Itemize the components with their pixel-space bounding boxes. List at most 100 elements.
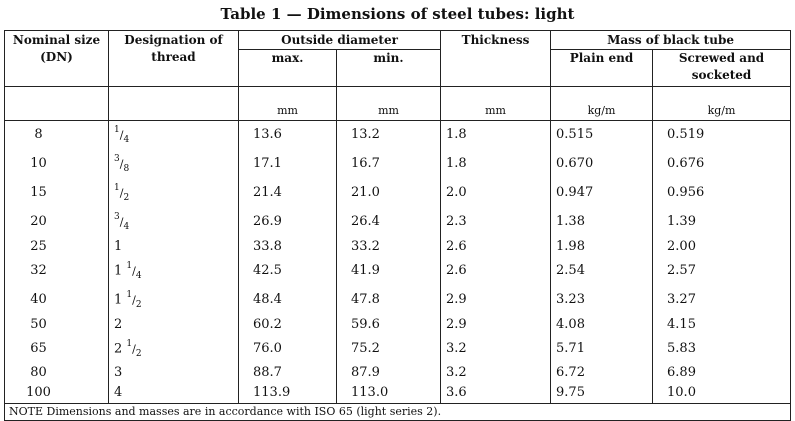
cell-screwed: 0.956 [652, 178, 792, 208]
cell-thickness: 2.6 [440, 236, 552, 257]
table-row: 100 4 113.9 113.0 3.6 9.75 10.0 [4, 383, 792, 404]
thread-denominator: 2 [135, 299, 142, 310]
thread-denominator: 4 [123, 134, 130, 145]
thread-fraction: 1/4 [114, 125, 130, 145]
cell-od-max: 42.5 [238, 256, 337, 286]
table-row: 80 3 88.7 87.9 3.2 6.72 6.89 [4, 363, 792, 384]
header-designation: Designation of thread [108, 30, 239, 87]
cell-od-min: 47.8 [335, 285, 442, 315]
cell-od-min: 87.9 [335, 363, 442, 384]
header-nominal-size-label: Nominal size [12, 33, 101, 47]
cell-screwed: 0.519 [652, 120, 792, 150]
cell-thickness: 2.9 [440, 314, 552, 335]
cell-plain-end: 3.23 [550, 285, 654, 315]
thread-fraction: 1/2 [114, 182, 130, 203]
cell-screwed: 0.676 [652, 149, 792, 179]
cell-screwed: 3.27 [652, 285, 792, 315]
header-outside-diameter: Outside diameter [237, 30, 442, 50]
cell-dn: 80 [4, 363, 109, 384]
cell-thickness: 3.2 [440, 363, 552, 384]
cell-dn: 100 [4, 383, 109, 404]
cell-od-min: 33.2 [335, 236, 442, 257]
cell-od-max: 76.0 [238, 334, 337, 364]
cell-thickness: 3.2 [440, 334, 552, 364]
header-screwed-label: Screwed and [678, 51, 765, 65]
cell-dn: 25 [4, 236, 109, 257]
cell-thickness: 2.0 [440, 178, 552, 208]
thread-fraction: 1/2 [126, 289, 142, 310]
thread-numerator: 1 [126, 289, 133, 300]
cell-od-min: 41.9 [335, 256, 442, 286]
unit-blank [108, 86, 239, 121]
cell-dn: 40 [4, 285, 109, 315]
cell-plain-end: 1.38 [550, 207, 654, 237]
cell-od-min: 16.7 [335, 149, 442, 179]
cell-od-max: 113.9 [238, 383, 337, 404]
unit-blank [4, 86, 109, 121]
cell-plain-end: 6.72 [550, 363, 654, 384]
cell-dn: 32 [4, 256, 109, 286]
table-row: 65 2 1/2 76.0 75.2 3.2 5.71 5.83 [4, 334, 792, 364]
cell-dn: 15 [4, 178, 109, 208]
thread-whole: 2 [114, 316, 123, 332]
cell-thread: 1 1/4 [108, 256, 239, 286]
cell-thread: 1/2 [108, 178, 239, 208]
thread-numerator: 1 [114, 182, 120, 193]
cell-plain-end: 1.98 [550, 236, 654, 257]
header-mass: Mass of black tube [550, 30, 792, 50]
cell-dn: 65 [4, 334, 109, 364]
cell-od-max: 48.4 [238, 285, 337, 315]
header-nominal-size: Nominal size (DN) [4, 30, 109, 87]
thread-numerator: 1 [126, 338, 133, 349]
thread-fraction: 3/8 [114, 153, 130, 174]
thread-whole: 1 [114, 238, 123, 254]
thread-denominator: 2 [123, 192, 130, 203]
thread-numerator: 3 [114, 211, 120, 222]
cell-dn: 10 [4, 149, 109, 179]
cell-od-max: 21.4 [238, 178, 337, 208]
cell-plain-end: 2.54 [550, 256, 654, 286]
cell-dn: 20 [4, 207, 109, 237]
thread-whole: 3 [114, 365, 123, 381]
thread-numerator: 3 [114, 153, 120, 164]
thread-fraction: 1/4 [126, 260, 142, 281]
cell-thread: 1 [108, 236, 239, 257]
table-row: 50 2 60.2 59.6 2.9 4.08 4.15 [4, 314, 792, 335]
cell-plain-end: 4.08 [550, 314, 654, 335]
table-title: Table 1 — Dimensions of steel tubes: lig… [220, 5, 575, 23]
cell-screwed: 6.89 [652, 363, 792, 384]
thread-denominator: 8 [123, 163, 130, 174]
table-row: 32 1 1/4 42.5 41.9 2.6 2.54 2.57 [4, 256, 792, 286]
cell-dn: 8 [4, 120, 109, 150]
cell-thread: 1 1/2 [108, 285, 239, 315]
table-row: 40 1 1/2 48.4 47.8 2.9 3.23 3.27 [4, 285, 792, 315]
table-note: NOTE Dimensions and masses are in accord… [3, 403, 792, 421]
thread-whole: 2 [114, 340, 123, 356]
header-designation-label-2: thread [151, 50, 196, 64]
cell-od-max: 26.9 [238, 207, 337, 237]
cell-thread: 2 [108, 314, 239, 335]
cell-screwed: 5.83 [652, 334, 792, 364]
cell-thickness: 2.3 [440, 207, 552, 237]
cell-thread: 3/8 [108, 149, 239, 179]
table-row: 10 3/8 17.1 16.7 1.8 0.670 0.676 [4, 149, 792, 179]
thread-denominator: 4 [135, 270, 142, 281]
cell-screwed: 1.39 [652, 207, 792, 237]
cell-thickness: 2.9 [440, 285, 552, 315]
cell-thickness: 1.8 [440, 149, 552, 179]
header-screwed: Screwed and socketed [652, 49, 792, 87]
header-thickness: Thickness [440, 30, 552, 87]
cell-thickness: 1.8 [440, 120, 552, 150]
table-row: 15 1/2 21.4 21.0 2.0 0.947 0.956 [4, 178, 792, 208]
thread-whole: 1 [114, 263, 123, 279]
thread-whole: 1 [114, 291, 123, 307]
unit-plain-end: kg/m [550, 86, 654, 121]
table-row: 20 3/4 26.9 26.4 2.3 1.38 1.39 [4, 207, 792, 237]
thread-fraction: 1/2 [126, 338, 142, 359]
thread-denominator: 2 [135, 348, 142, 359]
thread-denominator: 4 [123, 221, 130, 232]
cell-od-min: 59.6 [335, 314, 442, 335]
header-screwed-label-2: socketed [691, 68, 752, 82]
cell-od-max: 60.2 [238, 314, 337, 335]
cell-screwed: 2.00 [652, 236, 792, 257]
